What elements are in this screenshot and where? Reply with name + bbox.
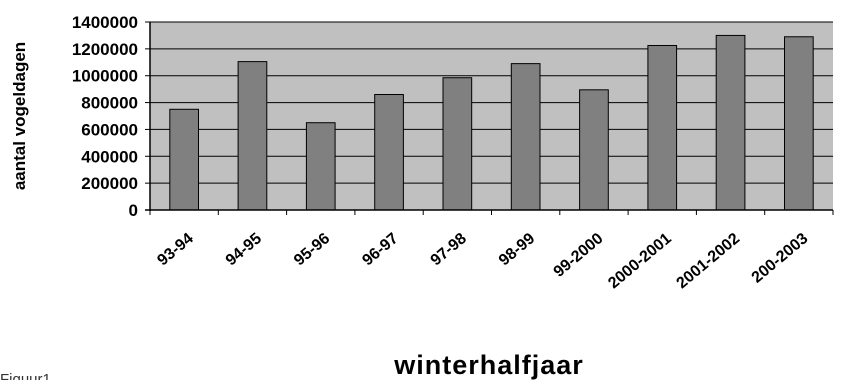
x-tick-label: 93-94 [154, 230, 196, 269]
bar-94-95 [237, 61, 268, 211]
y-tick-label: 400000 [81, 147, 138, 166]
y-axis-label: aantal vogeldagen [10, 42, 29, 190]
x-tick-label: 96-97 [359, 230, 401, 269]
bar-95-96 [305, 122, 336, 211]
x-tick-label: 94-95 [223, 230, 265, 269]
y-tick-label: 1200000 [72, 40, 138, 59]
y-tick-label: 800000 [81, 94, 138, 113]
bar-98-99 [510, 63, 541, 211]
y-tick-label: 600000 [81, 120, 138, 139]
x-tick-label: 200-2003 [749, 230, 812, 287]
figure-caption: Figuur1 [0, 371, 51, 380]
x-tick-label: 97-98 [428, 230, 470, 269]
bar-2000-2001 [647, 45, 678, 211]
x-tick-label: 2001-2002 [674, 230, 744, 292]
y-tick-label: 200000 [81, 174, 138, 193]
y-tick-label: 1400000 [72, 13, 138, 32]
bar-2001-2002 [715, 34, 746, 211]
x-tick-label: 99-2000 [551, 230, 607, 281]
x-tick-label: 2000-2001 [605, 230, 675, 292]
x-axis-label: winterhalfjaar [393, 350, 584, 380]
x-tick-labels: 93-94 94-95 95-96 96-97 97-98 98-99 99-2000200… [154, 230, 811, 292]
bar-97-98 [442, 77, 473, 211]
bar-99-2000 [579, 89, 609, 211]
bar-200-2003 [784, 36, 814, 211]
axes [145, 21, 834, 215]
y-tick-label: 1000000 [72, 67, 138, 86]
x-tick-label: 95-96 [291, 230, 333, 269]
x-tick-label: 98-99 [496, 230, 538, 269]
bar-93-94 [169, 108, 199, 211]
y-tick-labels: 0 200000 400000 600000 800000 1000000 1200000 1… [72, 13, 138, 220]
bar-96-97 [374, 94, 404, 211]
y-tick-label: 0 [129, 201, 138, 220]
